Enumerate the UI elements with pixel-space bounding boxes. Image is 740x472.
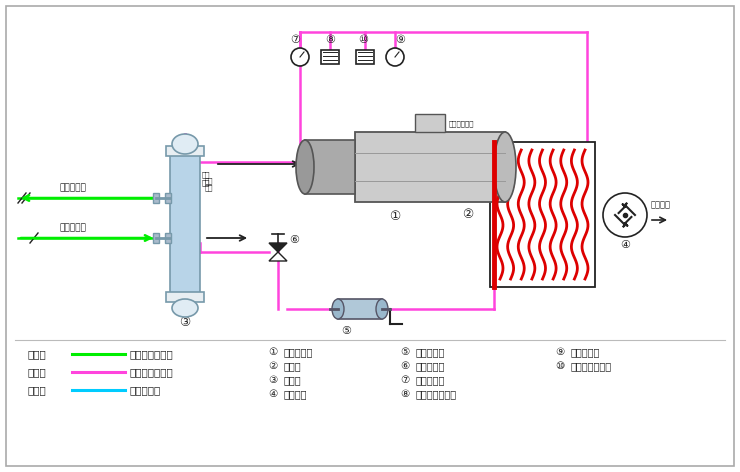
Text: 载冷剂流入: 载冷剂流入 xyxy=(60,223,87,232)
Text: 供液膨胀阀: 供液膨胀阀 xyxy=(416,361,445,371)
Text: ⑨: ⑨ xyxy=(555,347,565,357)
Text: 高压压力控制器: 高压压力控制器 xyxy=(571,361,612,371)
Text: ⑥: ⑥ xyxy=(289,235,299,245)
Text: ⑤: ⑤ xyxy=(341,326,351,336)
Text: ④: ④ xyxy=(620,240,630,250)
Ellipse shape xyxy=(296,140,314,194)
Bar xyxy=(356,50,374,64)
Text: ③: ③ xyxy=(179,315,191,329)
Text: ⑤: ⑤ xyxy=(400,347,409,357)
Text: ②: ② xyxy=(268,361,278,371)
Text: 制冷剂循环回路: 制冷剂循环回路 xyxy=(130,367,174,377)
Text: 蓝色线: 蓝色线 xyxy=(28,385,47,395)
Text: 冷却风扇: 冷却风扇 xyxy=(284,389,308,399)
Text: 绿色线: 绿色线 xyxy=(28,349,47,359)
Bar xyxy=(415,114,445,132)
Text: 制冷
剂气: 制冷 剂气 xyxy=(205,177,214,191)
Bar xyxy=(490,142,595,287)
Text: ⑩: ⑩ xyxy=(555,361,565,371)
Text: 水循环回路: 水循环回路 xyxy=(130,385,161,395)
Text: ⑦: ⑦ xyxy=(400,375,409,385)
Bar xyxy=(165,233,171,243)
Text: ④: ④ xyxy=(268,389,278,399)
Ellipse shape xyxy=(172,134,198,154)
Bar xyxy=(355,132,505,202)
Bar xyxy=(338,299,382,319)
Text: 低压压力控制器: 低压压力控制器 xyxy=(416,389,457,399)
Text: ⑨: ⑨ xyxy=(395,35,405,45)
Text: 蒸发器: 蒸发器 xyxy=(284,375,302,385)
Text: 风冷流向: 风冷流向 xyxy=(651,200,671,209)
Text: 低压压力表: 低压压力表 xyxy=(416,375,445,385)
Bar xyxy=(165,193,171,203)
Text: 冷凝器: 冷凝器 xyxy=(284,361,302,371)
Bar xyxy=(166,146,204,156)
Circle shape xyxy=(603,193,647,237)
Text: 高压蒸气通路: 高压蒸气通路 xyxy=(449,121,474,127)
Text: ②: ② xyxy=(462,209,474,221)
Text: ⑧: ⑧ xyxy=(325,35,335,45)
Text: ①: ① xyxy=(389,210,400,222)
Text: ⑩: ⑩ xyxy=(358,35,368,45)
Polygon shape xyxy=(269,243,287,252)
Text: ⑦: ⑦ xyxy=(290,35,300,45)
Ellipse shape xyxy=(332,299,344,319)
Text: 红色线: 红色线 xyxy=(28,367,47,377)
Bar xyxy=(305,140,355,194)
Text: 螺杆压缩机: 螺杆压缩机 xyxy=(284,347,313,357)
Text: 载冷剂出口: 载冷剂出口 xyxy=(60,183,87,192)
Circle shape xyxy=(386,48,404,66)
Circle shape xyxy=(291,48,309,66)
Text: ①: ① xyxy=(268,347,278,357)
Text: ⑧: ⑧ xyxy=(400,389,409,399)
Text: 干燥过滤器: 干燥过滤器 xyxy=(416,347,445,357)
Text: ⑥: ⑥ xyxy=(400,361,409,371)
Text: 高压压力表: 高压压力表 xyxy=(571,347,600,357)
Bar xyxy=(166,292,204,302)
Text: ③: ③ xyxy=(268,375,278,385)
Ellipse shape xyxy=(494,132,516,202)
Bar xyxy=(153,233,159,243)
Ellipse shape xyxy=(376,299,388,319)
Bar xyxy=(321,50,339,64)
Bar xyxy=(153,193,159,203)
Polygon shape xyxy=(269,252,287,261)
Bar xyxy=(170,154,200,294)
Text: 载冷剂循环回路: 载冷剂循环回路 xyxy=(130,349,174,359)
Ellipse shape xyxy=(172,299,198,317)
Text: 制冷
剂气: 制冷 剂气 xyxy=(202,172,210,186)
